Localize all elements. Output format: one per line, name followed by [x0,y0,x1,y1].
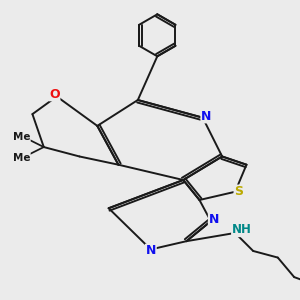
Text: Me: Me [13,132,30,142]
Text: NH: NH [232,224,252,236]
Text: Me: Me [13,153,30,163]
Text: N: N [201,110,211,123]
Text: O: O [49,88,60,100]
Text: S: S [234,185,243,198]
Text: N: N [208,213,219,226]
Text: N: N [146,244,156,257]
